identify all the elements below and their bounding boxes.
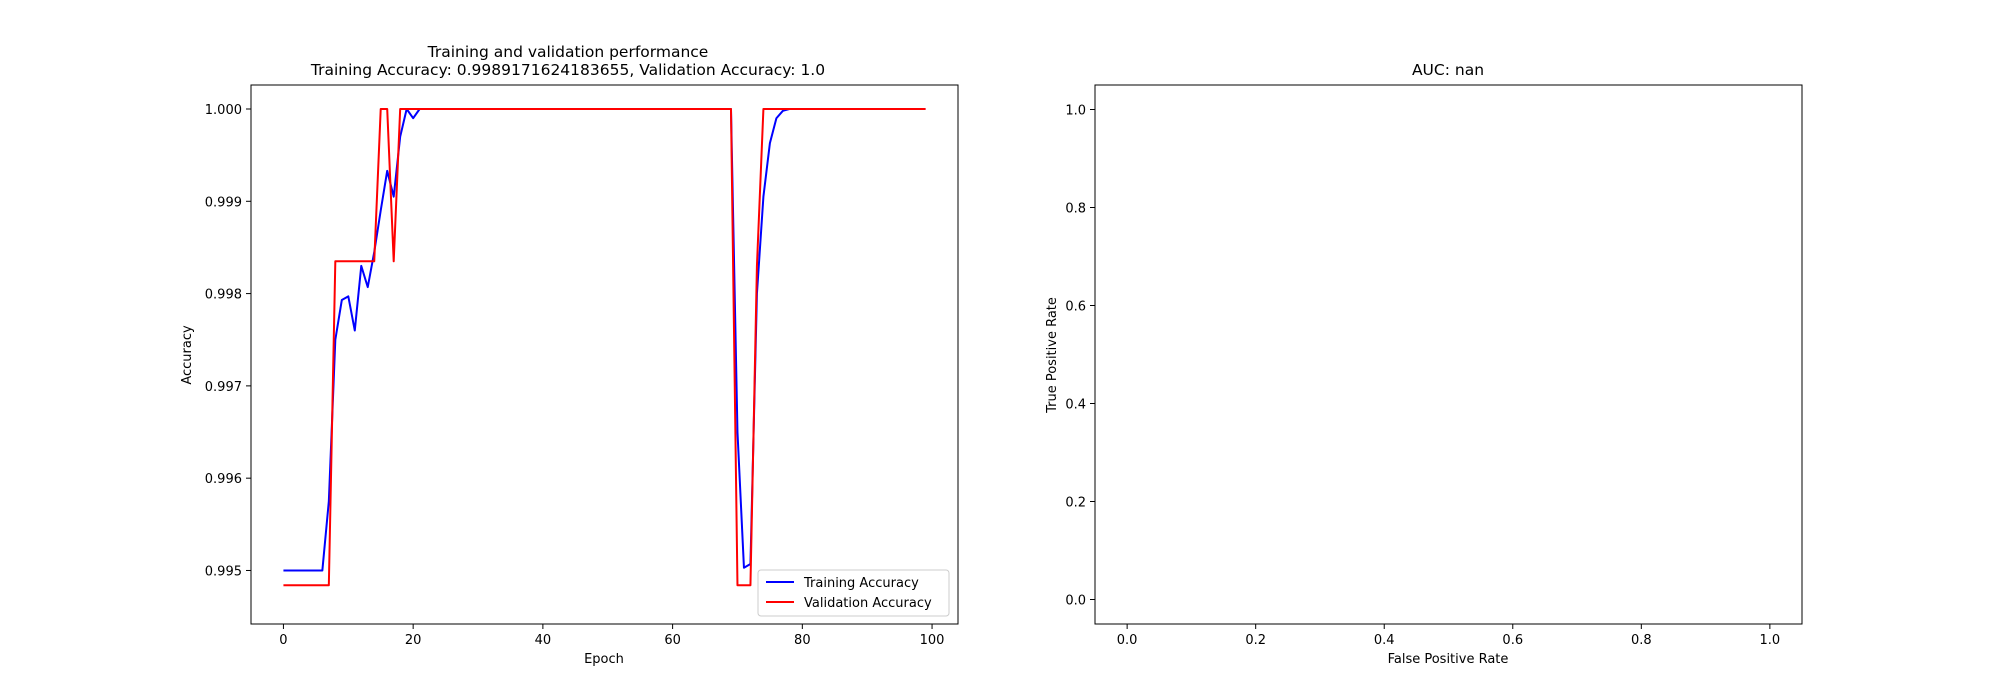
roc-x-tick-label: 0.4 bbox=[1374, 633, 1395, 648]
roc-chart-plot-area bbox=[1094, 84, 1803, 625]
accuracy-y-tick-label: 1.000 bbox=[205, 103, 242, 118]
accuracy-chart-series bbox=[283, 108, 926, 587]
roc-chart: AUC: nan 0.0 0.2 0.4 0.6 0.8 1.00.00.20.40.60… bbox=[1045, 61, 1803, 667]
accuracy-chart-y-axis-label: Accuracy bbox=[180, 325, 195, 385]
accuracy-y-tick-label: 0.995 bbox=[205, 564, 242, 579]
roc-x-tick-label: 0.0 bbox=[1117, 633, 1138, 648]
roc-chart-x-axis-label: False Positive Rate bbox=[1388, 652, 1509, 667]
accuracy-chart: Training and validation performance Trai… bbox=[180, 43, 959, 667]
roc-y-tick-label: 0.8 bbox=[1065, 202, 1086, 217]
accuracy-chart-title: Training and validation performance bbox=[427, 43, 709, 61]
accuracy-x-tick-label: 0 bbox=[279, 633, 287, 648]
legend-box bbox=[757, 569, 950, 617]
accuracy-chart-plot-area bbox=[250, 84, 959, 625]
roc-y-tick-label: 0.4 bbox=[1065, 398, 1086, 413]
roc-chart-title: AUC: nan bbox=[1412, 61, 1484, 79]
accuracy-x-tick-label: 100 bbox=[920, 633, 945, 648]
accuracy-chart-ticks: 0 20 40 60 80 100 0.995 0.996 0.997 0.998 0.999 1.0… bbox=[205, 103, 945, 648]
accuracy-x-tick-label: 60 bbox=[664, 633, 681, 648]
roc-y-tick-label: 0.2 bbox=[1065, 496, 1086, 511]
accuracy-chart-x-axis-label: Epoch bbox=[584, 652, 624, 667]
accuracy-series-validation-accuracy bbox=[283, 108, 926, 587]
accuracy-series-training-accuracy bbox=[283, 108, 926, 572]
roc-chart-y-axis-label: True Positive Rate bbox=[1045, 297, 1060, 414]
roc-y-tick-label: 0.0 bbox=[1065, 594, 1086, 609]
roc-x-tick-label: 0.6 bbox=[1502, 633, 1523, 648]
accuracy-y-tick-label: 0.997 bbox=[205, 380, 242, 395]
accuracy-y-tick-label: 0.996 bbox=[205, 472, 242, 487]
roc-y-tick-label: 1.0 bbox=[1065, 104, 1086, 119]
roc-chart-ticks: 0.0 0.2 0.4 0.6 0.8 1.0 0.0 0.2 0.4 0.6 0.8 1.0 bbox=[1065, 104, 1780, 649]
accuracy-x-tick-label: 40 bbox=[535, 633, 552, 648]
roc-x-tick-label: 0.2 bbox=[1245, 633, 1266, 648]
accuracy-chart-legend: Training Accuracy Validation Accuracy bbox=[757, 569, 950, 617]
roc-x-tick-label: 0.8 bbox=[1631, 633, 1652, 648]
accuracy-x-tick-label: 80 bbox=[794, 633, 811, 648]
roc-x-tick-label: 1.0 bbox=[1760, 633, 1781, 648]
accuracy-y-tick-label: 0.999 bbox=[205, 195, 242, 210]
legend-label-training: Training Accuracy bbox=[803, 576, 919, 591]
legend-label-validation: Validation Accuracy bbox=[804, 596, 932, 611]
accuracy-chart-subtitle: Training Accuracy: 0.9989171624183655, V… bbox=[310, 61, 825, 79]
roc-y-tick-label: 0.6 bbox=[1065, 300, 1086, 315]
accuracy-y-tick-label: 0.998 bbox=[205, 288, 242, 303]
accuracy-x-tick-label: 20 bbox=[405, 633, 422, 648]
